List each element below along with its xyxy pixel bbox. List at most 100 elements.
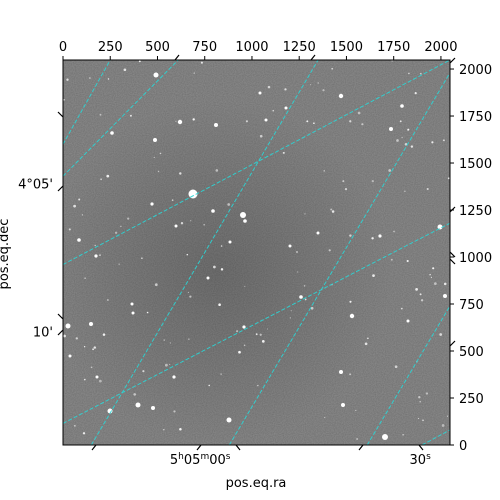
right-tick-label: 1250 (459, 204, 492, 219)
faint-star (419, 72, 422, 75)
faint-star (410, 145, 414, 148)
faint-star (78, 198, 81, 201)
faint-star (420, 299, 424, 302)
star (443, 294, 447, 298)
faint-star (324, 416, 326, 418)
faint-star (391, 60, 393, 62)
faint-star (304, 298, 307, 301)
faint-star (189, 295, 192, 298)
faint-star (266, 328, 269, 330)
faint-star (102, 333, 106, 336)
faint-star (259, 333, 262, 336)
faint-star (418, 418, 420, 420)
faint-star (82, 432, 86, 435)
grid-edge-tick (310, 54, 316, 61)
faint-star (310, 84, 312, 86)
star (135, 402, 141, 408)
star (172, 375, 176, 379)
faint-star (441, 424, 445, 427)
faint-star (361, 123, 364, 126)
top-tick-label: 2000 (424, 40, 457, 55)
faint-star (390, 258, 393, 261)
faint-star (245, 120, 248, 123)
faint-star (114, 231, 118, 234)
star (406, 319, 410, 323)
top-tick-label: 1250 (283, 40, 316, 55)
faint-star (267, 85, 271, 89)
star-field (63, 60, 450, 440)
dec-grid-line (421, 429, 450, 445)
faint-star (432, 267, 435, 270)
star (77, 238, 81, 242)
faint-star (282, 151, 285, 154)
top-tick-label: 1500 (330, 40, 363, 55)
faint-star (284, 88, 287, 91)
faint-star (443, 282, 447, 286)
faint-star (371, 237, 374, 240)
faint-star (396, 139, 399, 142)
right-tick-label: 1000 (459, 251, 492, 266)
faint-star (236, 330, 239, 333)
faint-star (154, 283, 158, 287)
faint-star (446, 415, 448, 417)
right-tick-label: 250 (459, 392, 484, 407)
star (437, 224, 443, 230)
star (226, 417, 232, 423)
star (339, 370, 343, 374)
star (341, 403, 345, 407)
faint-star (414, 92, 417, 95)
right-tick-label: 500 (459, 345, 484, 360)
faint-star (107, 78, 110, 80)
faint-star (356, 438, 358, 440)
faint-star (68, 228, 71, 231)
star (211, 209, 215, 213)
ra-grid-line (366, 305, 450, 445)
faint-star (243, 344, 246, 347)
faint-star (408, 72, 410, 75)
faint-star (349, 234, 352, 237)
faint-star (220, 268, 224, 271)
star (131, 311, 135, 315)
star (389, 127, 393, 131)
faint-star (406, 259, 409, 263)
faint-star (90, 366, 93, 369)
faint-star (429, 274, 431, 276)
faint-star (349, 120, 352, 123)
right-pixel-axis: 0 250 500 750 1000 1250 1500 1750 2000 (450, 63, 492, 454)
faint-star (63, 98, 65, 101)
faint-star (330, 208, 333, 211)
star (177, 119, 183, 125)
faint-star (218, 303, 221, 307)
faint-star (83, 378, 86, 381)
faint-star (303, 285, 306, 287)
faint-star (304, 213, 306, 215)
right-tick-label: 1500 (459, 157, 492, 172)
faint-star (81, 214, 83, 216)
star (153, 138, 157, 142)
faint-star (344, 187, 348, 191)
star (338, 93, 344, 99)
grid-edge-tick (57, 329, 64, 336)
star (349, 313, 355, 319)
faint-star (220, 373, 222, 375)
faint-star (323, 170, 325, 172)
top-pixel-axis: 0 250 500 750 1000 1250 1500 1750 2000 (59, 40, 457, 60)
faint-star (89, 77, 91, 79)
faint-star (297, 271, 299, 273)
faint-star (129, 114, 132, 117)
star (174, 224, 178, 228)
faint-star (418, 396, 421, 399)
grid-edge-tick (449, 258, 456, 265)
faint-star (393, 230, 395, 233)
faint-star (188, 338, 190, 340)
faint-star (66, 78, 69, 81)
top-tick-label: 1750 (377, 40, 410, 55)
faint-star (106, 174, 110, 178)
faint-star (331, 67, 334, 70)
faint-star (328, 249, 331, 252)
grid-edge-ticks (57, 54, 456, 451)
star (264, 118, 268, 122)
faint-star (371, 179, 374, 183)
faint-star (388, 169, 392, 172)
faint-star (175, 120, 177, 122)
